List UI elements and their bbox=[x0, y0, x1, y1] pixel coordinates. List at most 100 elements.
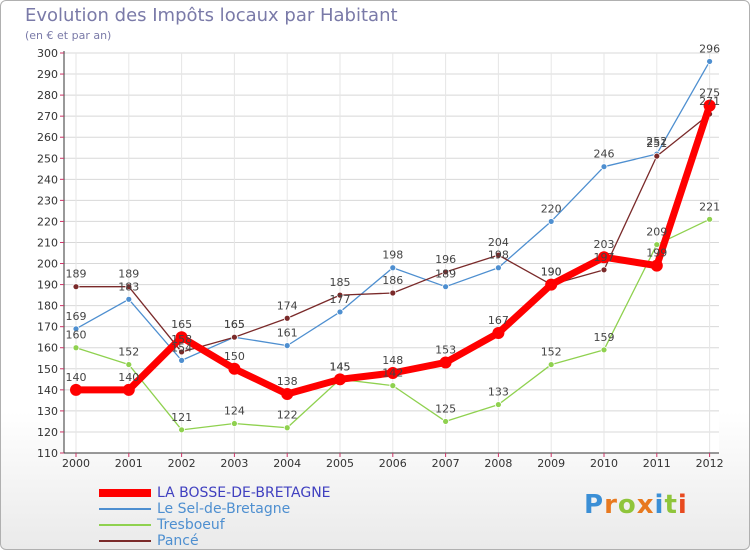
y-tick-label: 210 bbox=[37, 236, 58, 249]
data-point bbox=[492, 327, 505, 339]
data-label: 169 bbox=[66, 310, 87, 323]
data-point bbox=[178, 356, 186, 364]
data-label: 165 bbox=[224, 318, 245, 331]
data-point bbox=[386, 367, 399, 379]
x-tick-label: 2001 bbox=[115, 457, 143, 470]
x-tick-label: 2007 bbox=[432, 457, 460, 470]
data-label: 122 bbox=[277, 409, 298, 422]
data-label: 165 bbox=[224, 318, 245, 331]
data-label: 203 bbox=[594, 238, 615, 251]
y-tick-label: 230 bbox=[37, 194, 58, 207]
data-point bbox=[334, 373, 346, 386]
data-label: 177 bbox=[330, 293, 351, 306]
data-point bbox=[703, 99, 716, 112]
data-label: 246 bbox=[594, 148, 615, 161]
y-tick-label: 280 bbox=[37, 89, 58, 102]
data-point bbox=[281, 388, 294, 401]
data-point bbox=[178, 426, 186, 434]
logo-letter: x bbox=[636, 490, 655, 520]
data-label: 251 bbox=[646, 137, 667, 150]
x-tick-label: 2010 bbox=[590, 457, 618, 470]
logo-letter: o bbox=[617, 490, 637, 520]
x-tick-label: 2009 bbox=[537, 457, 565, 470]
data-point bbox=[125, 283, 133, 291]
data-point bbox=[547, 218, 555, 225]
data-point bbox=[336, 291, 344, 299]
data-label: 185 bbox=[330, 276, 351, 289]
logo-letter: r bbox=[604, 490, 618, 520]
data-label: 275 bbox=[699, 87, 720, 100]
data-label: 220 bbox=[541, 202, 562, 215]
data-label: 189 bbox=[435, 268, 456, 281]
data-label: 125 bbox=[435, 402, 456, 415]
data-point bbox=[230, 420, 238, 427]
y-tick-label: 220 bbox=[37, 215, 58, 228]
data-label: 145 bbox=[330, 360, 351, 373]
data-point bbox=[228, 362, 241, 375]
data-label: 183 bbox=[118, 280, 139, 293]
data-label: 167 bbox=[488, 314, 509, 327]
data-point bbox=[650, 259, 663, 272]
data-label: 158 bbox=[171, 333, 192, 346]
data-point bbox=[706, 215, 713, 223]
data-label: 160 bbox=[66, 329, 87, 342]
x-tick-label: 2004 bbox=[273, 457, 301, 470]
data-label: 174 bbox=[277, 299, 298, 312]
data-point bbox=[439, 356, 452, 369]
y-tick-label: 120 bbox=[37, 426, 58, 439]
data-label: 165 bbox=[171, 318, 192, 331]
data-label: 150 bbox=[224, 350, 245, 363]
chart-subtitle: (en € et par an) bbox=[25, 29, 112, 42]
legend-label: LA BOSSE-DE-BRETAGNE bbox=[157, 485, 331, 501]
data-label: 296 bbox=[699, 42, 720, 55]
data-label: 204 bbox=[488, 236, 509, 249]
chart-title: Evolution des Impôts locaux par Habitant bbox=[25, 5, 398, 26]
y-tick-label: 140 bbox=[37, 384, 58, 397]
y-tick-label: 190 bbox=[37, 279, 58, 292]
data-label: 189 bbox=[66, 268, 87, 281]
data-point bbox=[653, 152, 661, 160]
data-point bbox=[283, 342, 291, 350]
data-label: 142 bbox=[382, 367, 403, 380]
data-label: 271 bbox=[699, 95, 720, 108]
data-label: 209 bbox=[646, 226, 667, 239]
data-label: 196 bbox=[435, 253, 456, 266]
data-point bbox=[706, 58, 713, 65]
y-tick-label: 180 bbox=[37, 300, 58, 313]
data-point bbox=[545, 278, 558, 291]
data-label: 198 bbox=[488, 249, 509, 262]
data-point bbox=[442, 268, 450, 276]
data-point bbox=[494, 264, 502, 272]
legend-swatch bbox=[99, 524, 151, 526]
data-point bbox=[494, 401, 502, 408]
x-tick-label: 2002 bbox=[168, 457, 196, 470]
y-tick-label: 300 bbox=[37, 47, 58, 60]
data-point bbox=[600, 266, 608, 274]
y-tick-label: 170 bbox=[37, 321, 58, 334]
data-point bbox=[600, 163, 608, 171]
x-tick-label: 2011 bbox=[643, 457, 671, 470]
data-point bbox=[72, 283, 80, 291]
logo-letter: i bbox=[677, 490, 688, 520]
data-point bbox=[389, 264, 397, 272]
legend-swatch bbox=[99, 508, 151, 510]
data-point bbox=[70, 383, 82, 396]
data-label: 252 bbox=[646, 135, 667, 148]
data-label: 186 bbox=[382, 274, 403, 287]
logo-letter: t bbox=[664, 490, 678, 520]
x-tick-label: 2012 bbox=[696, 457, 724, 470]
data-label: 152 bbox=[541, 346, 562, 359]
y-tick-label: 270 bbox=[37, 110, 58, 123]
y-tick-label: 150 bbox=[37, 363, 58, 376]
data-label: 190 bbox=[541, 266, 562, 279]
data-label: 153 bbox=[435, 343, 456, 356]
x-tick-label: 2005 bbox=[326, 457, 354, 470]
legend-swatch bbox=[99, 540, 151, 542]
data-point bbox=[442, 283, 450, 291]
y-tick-label: 250 bbox=[37, 152, 58, 165]
data-label: 161 bbox=[277, 327, 298, 340]
data-point bbox=[389, 289, 397, 297]
y-tick-label: 110 bbox=[37, 447, 58, 460]
data-point bbox=[442, 418, 450, 425]
